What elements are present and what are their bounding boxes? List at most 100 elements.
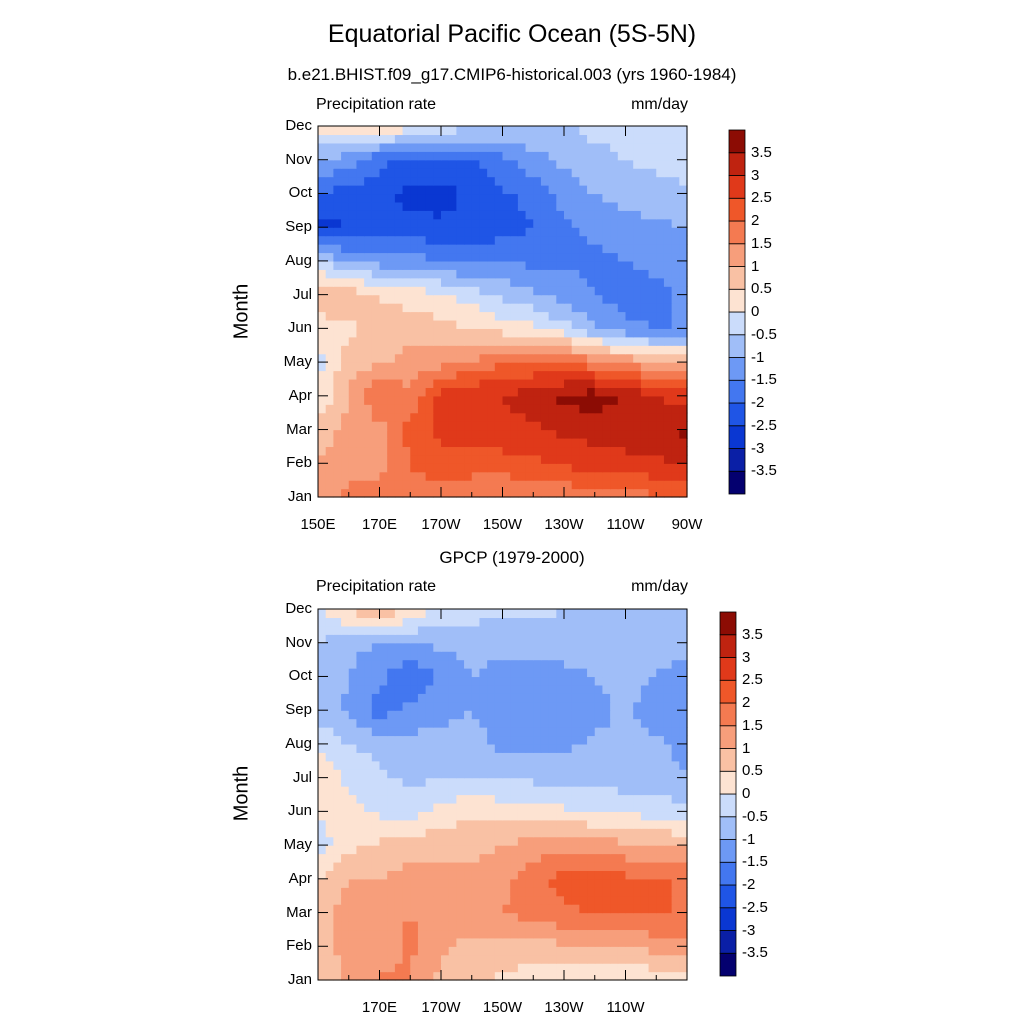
panel1-cell bbox=[610, 370, 619, 380]
panel2-cell bbox=[579, 651, 588, 661]
panel1-cell bbox=[640, 345, 650, 355]
panel1-cell bbox=[410, 168, 419, 178]
panel1-cell bbox=[540, 260, 550, 270]
panel2-cell bbox=[364, 954, 373, 964]
panel1-cell bbox=[348, 345, 358, 355]
panel2-cell bbox=[333, 904, 342, 914]
panel1-cell bbox=[356, 429, 365, 439]
panel2-cell bbox=[364, 878, 373, 888]
panel1-cell bbox=[341, 235, 350, 245]
panel2-cell bbox=[671, 802, 680, 812]
panel2-cell bbox=[456, 668, 465, 678]
panel2-cell bbox=[348, 954, 358, 964]
panel2-cell bbox=[671, 870, 680, 880]
panel2-cell bbox=[464, 794, 473, 804]
panel2-cell bbox=[371, 819, 381, 829]
panel2-cell bbox=[610, 642, 619, 652]
panel2-cell bbox=[502, 684, 511, 694]
panel2-cell bbox=[533, 651, 542, 661]
panel2-cell bbox=[341, 937, 350, 947]
panel2-cell bbox=[318, 642, 327, 652]
panel2-cell bbox=[325, 828, 334, 838]
panel2-cell bbox=[679, 727, 688, 737]
panel1-colorbar-label: 0.5 bbox=[751, 280, 772, 298]
panel1-cell bbox=[510, 227, 519, 237]
panel2-cell bbox=[417, 693, 427, 703]
panel1-cell bbox=[648, 370, 657, 380]
panel1-cell bbox=[548, 210, 557, 220]
panel2-cell bbox=[587, 946, 596, 956]
panel1-cell bbox=[602, 201, 611, 211]
panel1-cell bbox=[571, 294, 580, 304]
panel1-cell bbox=[325, 260, 334, 270]
panel2-cell bbox=[633, 794, 642, 804]
panel1-cell bbox=[533, 218, 542, 228]
panel1-cell bbox=[602, 488, 611, 498]
panel1-cell bbox=[602, 210, 611, 220]
panel1-cell bbox=[487, 446, 496, 456]
panel1-cell bbox=[425, 378, 434, 388]
panel1-cell bbox=[448, 269, 457, 279]
panel1-cell bbox=[617, 286, 627, 296]
panel2-cell bbox=[479, 895, 488, 905]
panel1-cell bbox=[318, 421, 327, 431]
panel2-cell bbox=[640, 929, 650, 939]
panel1-cell bbox=[633, 421, 642, 431]
panel1-cell bbox=[633, 193, 642, 203]
panel1-cell bbox=[625, 185, 634, 195]
panel1-cell bbox=[456, 488, 465, 498]
panel1-cell bbox=[548, 437, 557, 448]
panel1-cell bbox=[587, 210, 596, 220]
panel1-cell bbox=[648, 218, 657, 228]
panel2-cell bbox=[633, 718, 642, 728]
panel2-cell bbox=[479, 701, 488, 711]
panel1-cell bbox=[448, 412, 457, 422]
panel2-cell bbox=[348, 693, 358, 703]
panel1-cell bbox=[464, 159, 473, 169]
panel1-cell bbox=[494, 168, 504, 178]
panel2-cell bbox=[425, 642, 434, 652]
panel2-cell bbox=[633, 701, 642, 711]
panel1-cell bbox=[625, 362, 634, 372]
panel1-cell bbox=[594, 463, 604, 473]
panel1-cell bbox=[318, 210, 327, 220]
panel1-cell bbox=[594, 159, 604, 169]
panel1-cell bbox=[333, 151, 342, 161]
panel1-cell bbox=[517, 353, 527, 363]
panel2-cell bbox=[502, 760, 511, 770]
panel1-cell bbox=[441, 319, 450, 329]
panel2-cell bbox=[494, 895, 504, 905]
panel1-cell bbox=[471, 168, 481, 178]
panel2-cell bbox=[348, 684, 358, 694]
panel1-cell bbox=[633, 336, 642, 346]
panel2-cell bbox=[502, 946, 511, 956]
panel1-cell bbox=[579, 294, 588, 304]
panel1-cell bbox=[602, 370, 611, 380]
panel2-cell bbox=[456, 710, 465, 720]
panel1-cell bbox=[364, 286, 373, 296]
panel2-cell bbox=[502, 642, 511, 652]
panel1-cell bbox=[610, 488, 619, 498]
panel1-cell bbox=[464, 311, 473, 321]
panel1-cell bbox=[540, 480, 550, 490]
panel1-cell bbox=[479, 201, 488, 211]
panel2-cell bbox=[333, 963, 342, 973]
panel1-cell bbox=[533, 471, 542, 481]
panel1-cell bbox=[525, 134, 534, 144]
panel2-cell bbox=[402, 693, 411, 703]
panel1-cell bbox=[402, 286, 411, 296]
panel1-cell bbox=[456, 269, 465, 279]
panel2-cell bbox=[679, 929, 688, 939]
panel2-cell bbox=[464, 878, 473, 888]
panel1-cell bbox=[663, 446, 673, 456]
panel1-cell bbox=[364, 269, 373, 279]
panel2-cell bbox=[448, 937, 457, 947]
panel1-cell bbox=[633, 201, 642, 211]
panel2-cell bbox=[479, 752, 488, 762]
panel1-cell bbox=[525, 370, 534, 380]
panel2-cell bbox=[379, 634, 388, 644]
panel1-cell bbox=[318, 252, 327, 262]
panel2-cell bbox=[348, 769, 358, 779]
panel1-colorbar-box bbox=[728, 243, 746, 267]
panel1-cell bbox=[479, 387, 488, 397]
